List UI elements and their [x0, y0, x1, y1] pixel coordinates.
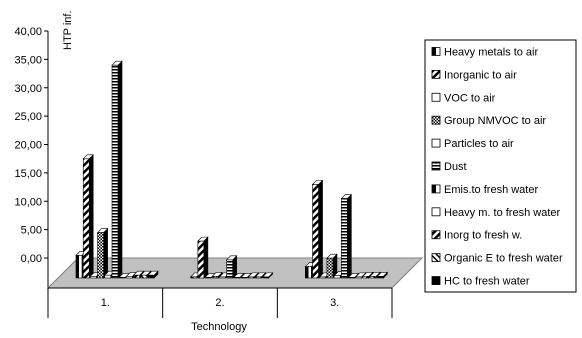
- legend-item: Group NMVOC to air: [431, 115, 546, 127]
- legend-item: Heavy metals to air: [431, 46, 538, 58]
- legend-label: Group NMVOC to air: [444, 115, 546, 127]
- legend-item: HC to fresh water: [431, 276, 530, 288]
- legend-swatch: [431, 47, 441, 56]
- x-category-label: 1.: [101, 297, 110, 309]
- x-category-label: 3.: [330, 297, 339, 309]
- bar: [233, 272, 245, 279]
- legend-label: Dust: [444, 161, 467, 173]
- legend-label: Particles to air: [444, 138, 514, 150]
- bar: [197, 236, 209, 279]
- legend-item: Inorganic to air: [431, 69, 517, 81]
- bar: [111, 60, 123, 279]
- bar: [96, 227, 109, 279]
- y-tick-label: 5,00: [21, 225, 42, 237]
- legend-label: HC to fresh water: [444, 276, 530, 288]
- legend-swatch: [431, 253, 441, 263]
- legend-swatch: [431, 276, 441, 285]
- legend-box: [424, 39, 577, 293]
- x-axis: 1. 2. 3.: [47, 287, 393, 318]
- legend-label: Heavy metals to air: [444, 46, 538, 58]
- legend-swatch: [431, 92, 441, 102]
- y-tick-label: 25,00: [14, 111, 42, 123]
- legend-swatch: [431, 115, 441, 125]
- bar: [82, 154, 94, 279]
- bar: [147, 270, 159, 279]
- y-tick-label: 0,00: [21, 253, 42, 265]
- bar: [211, 271, 223, 279]
- x-category-label: 2.: [215, 297, 224, 309]
- y-tick-label: 35,00: [14, 54, 42, 66]
- y-axis: 0,00 5,00 10,00 15,00 20,00 25,00 30,00 35,00 40…: [14, 26, 49, 288]
- legend-swatch: [431, 230, 441, 240]
- legend-label: Organic E to fresh water: [444, 253, 563, 265]
- y-tick-label: 10,00: [14, 196, 42, 208]
- legend-item: Dust: [431, 161, 467, 173]
- y-tick-label: 20,00: [14, 140, 42, 152]
- legend-item: Inorg to fresh w.: [431, 230, 522, 242]
- bar: [261, 272, 274, 279]
- y-axis-label: HTP inf.: [62, 10, 74, 50]
- y-tick-label: 15,00: [14, 168, 42, 180]
- legend-swatch: [431, 69, 441, 79]
- legend-swatch: [431, 184, 441, 194]
- bar: [225, 255, 238, 279]
- bar: [376, 271, 389, 279]
- legend-swatch: [431, 161, 441, 171]
- legend-label: Inorganic to air: [444, 69, 517, 81]
- legend-swatch: [431, 138, 441, 148]
- bars: [75, 60, 389, 279]
- legend-label: Heavy m. to fresh water: [444, 207, 560, 219]
- legend-label: Emis.to fresh water: [444, 184, 538, 196]
- bar: [340, 193, 353, 279]
- y-tick-label: 40,00: [14, 26, 42, 38]
- legend-label: VOC to air: [444, 92, 496, 104]
- legend-label: Inorg to fresh w.: [444, 230, 522, 242]
- bar: [311, 179, 324, 279]
- legend-item: Particles to air: [431, 138, 514, 150]
- legend: Heavy metals to air Inorganic to air VOC t…: [424, 39, 577, 293]
- x-axis-label: Technology: [191, 321, 247, 333]
- legend-item: Organic E to fresh water: [431, 253, 563, 265]
- y-tick-label: 30,00: [14, 83, 42, 95]
- legend-item: Heavy m. to fresh water: [431, 207, 560, 219]
- legend-item: VOC to air: [431, 92, 496, 104]
- legend-item: Emis.to fresh water: [431, 184, 538, 196]
- legend-swatch: [431, 207, 441, 217]
